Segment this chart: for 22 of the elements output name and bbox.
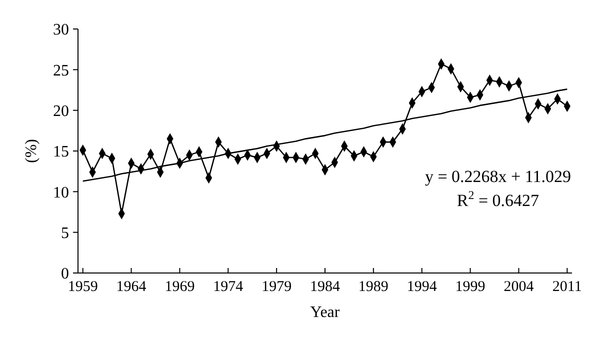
x-tick-label: 1984: [310, 279, 340, 295]
x-tick-label: 1999: [455, 279, 486, 295]
y-tick-label: 10: [53, 184, 69, 202]
y-tick-label: 5: [61, 224, 69, 242]
annotation: y = 0.2268x + 11.029: [424, 167, 572, 186]
y-axis-title: (%): [23, 139, 40, 163]
x-axis-title: Year: [310, 304, 340, 321]
x-tick-label: 1994: [406, 279, 438, 295]
y-tick-label: 20: [53, 102, 69, 120]
y-tick-label: 30: [53, 22, 69, 39]
x-tick-label: 2004: [504, 279, 534, 295]
x-tick-label: 1969: [164, 279, 195, 295]
y-tick-label: 25: [53, 62, 69, 80]
annotation: R$^{2}$ = 0.6427: [456, 188, 540, 210]
y-tick-label: 0: [61, 266, 69, 283]
x-tick-label: 1959: [68, 279, 98, 295]
x-tick-label: 1979: [262, 279, 292, 295]
x-tick-label: 1989: [358, 279, 388, 295]
y-tick-label: 15: [53, 144, 69, 161]
x-tick-label: 1974: [213, 279, 244, 295]
x-tick-label: 1964: [116, 279, 147, 295]
x-tick-label: 2011: [552, 279, 582, 295]
